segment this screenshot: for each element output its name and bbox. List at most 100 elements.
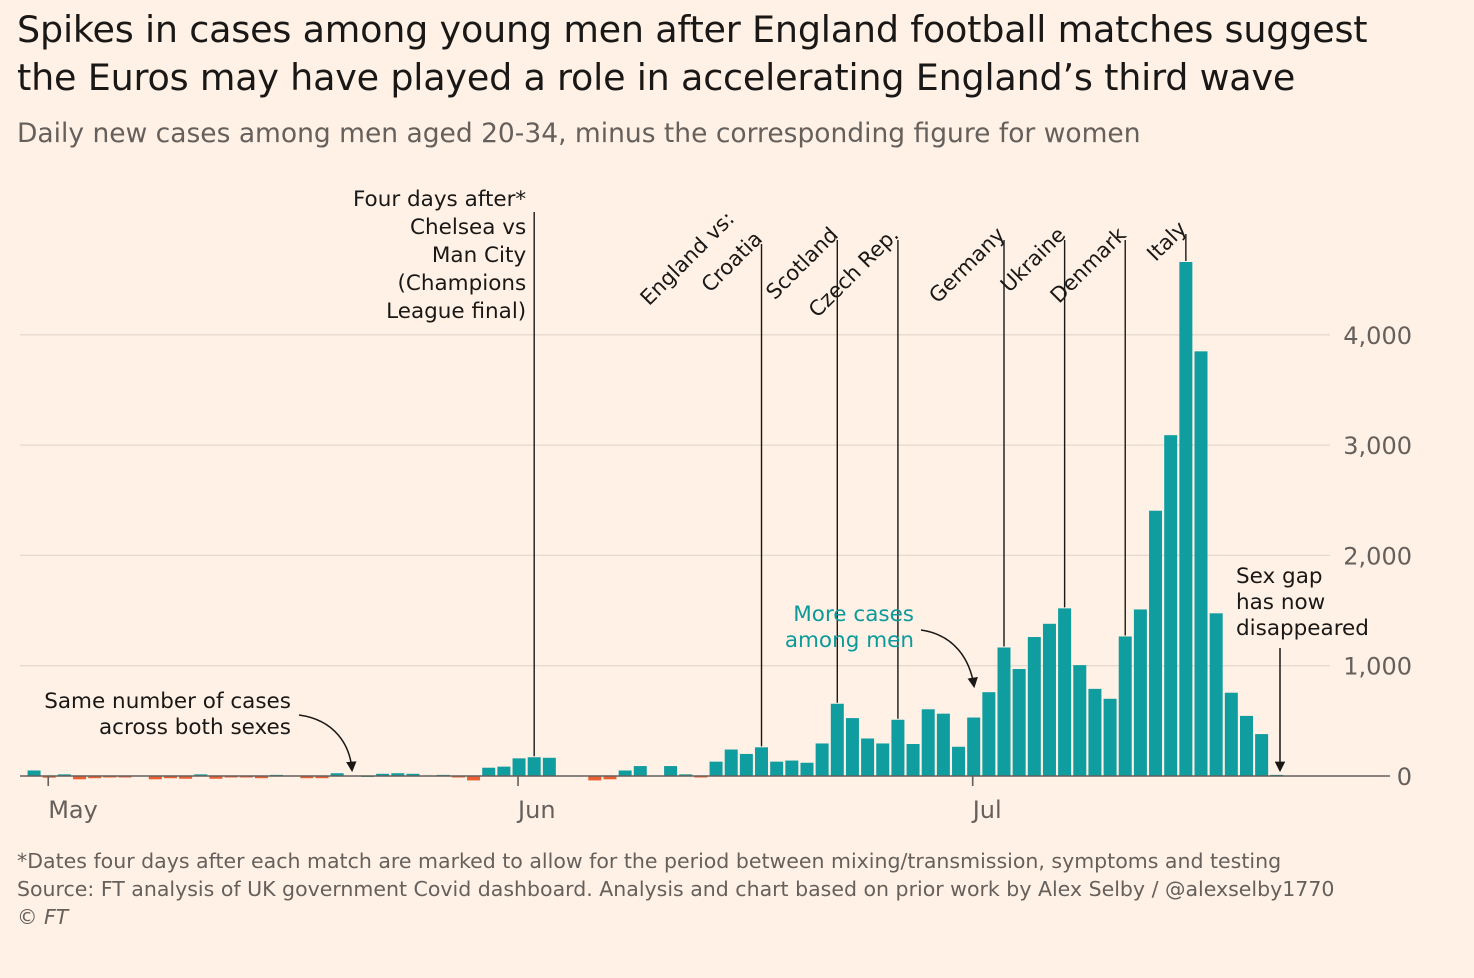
sex-gap-annotation-line: disappeared — [1236, 616, 1369, 641]
bar — [88, 776, 102, 779]
bar — [254, 776, 268, 779]
bar — [921, 709, 935, 776]
bar — [194, 774, 208, 776]
bar — [618, 770, 632, 776]
y-axis: 0 1,000 2,000 3,000 4,000 — [1343, 322, 1412, 791]
x-tick-label: Jul — [971, 796, 1002, 824]
bar — [845, 718, 859, 776]
bar — [27, 770, 41, 776]
copyright: © FT — [17, 905, 69, 929]
footnote: *Dates four days after each match are ma… — [17, 849, 1282, 873]
more-cases-arrow — [920, 629, 978, 689]
bar — [1058, 608, 1072, 776]
bar — [300, 776, 314, 779]
bar — [1209, 613, 1223, 776]
bar — [891, 719, 905, 776]
more-cases-annotation-line: More cases — [793, 602, 914, 627]
bar — [391, 773, 405, 776]
y-tick-label: 1,000 — [1343, 653, 1412, 681]
bar — [1118, 636, 1132, 776]
chelsea-annotation-line: Chelsea vs — [410, 215, 526, 240]
bar — [982, 692, 996, 776]
bar — [876, 743, 890, 776]
same-cases-annotation-line: across both sexes — [99, 715, 291, 740]
bar — [967, 717, 981, 776]
bar — [679, 774, 693, 776]
bar — [1164, 435, 1178, 776]
bar — [148, 776, 162, 780]
bar — [527, 757, 541, 776]
bar — [1194, 351, 1208, 776]
bar — [588, 776, 602, 781]
bar — [936, 713, 950, 776]
bar — [800, 762, 814, 776]
bar-series — [27, 262, 1284, 781]
match-label: Germany — [924, 223, 1009, 308]
bar — [830, 703, 844, 776]
bar — [739, 753, 753, 776]
bar — [179, 776, 193, 779]
x-tick-label: Jun — [516, 796, 556, 824]
y-tick-label: 2,000 — [1343, 542, 1412, 570]
chart-footer: *Dates four days after each match are ma… — [17, 847, 1334, 931]
bar — [482, 767, 496, 776]
bar — [1027, 637, 1041, 776]
bar — [73, 776, 87, 780]
bar — [861, 738, 875, 776]
bar — [57, 774, 71, 776]
bar — [1179, 262, 1193, 776]
x-axis: May Jun Jul — [20, 775, 1390, 824]
bar — [497, 766, 511, 776]
bar — [1073, 665, 1087, 776]
title-line-2: the Euros may have played a role in acce… — [17, 56, 1296, 99]
bar — [209, 776, 223, 779]
chelsea-annotation-line: League final) — [386, 299, 526, 324]
bar — [755, 747, 769, 776]
y-tick-label: 4,000 — [1343, 322, 1412, 350]
bar — [1149, 510, 1163, 776]
bar — [785, 760, 799, 776]
bar — [952, 746, 966, 776]
chelsea-annotation-line: Four days after* — [353, 187, 526, 212]
bar — [512, 758, 526, 776]
source-note: Source: FT analysis of UK government Cov… — [17, 877, 1335, 901]
bar — [1224, 692, 1238, 776]
bar — [42, 776, 56, 778]
bar — [376, 773, 390, 776]
bar — [163, 776, 177, 779]
gridlines — [20, 334, 1330, 667]
chelsea-annotation-line: Man City — [432, 243, 527, 268]
bar — [315, 776, 329, 779]
y-tick-label: 0 — [1397, 763, 1412, 791]
bar — [467, 776, 481, 781]
bar — [542, 757, 556, 776]
more-cases-annotation-line: among men — [785, 628, 914, 653]
bar — [1103, 698, 1117, 776]
bar — [709, 761, 723, 776]
sex-gap-annotation-line: has now — [1236, 590, 1325, 615]
bar — [1042, 623, 1056, 776]
bar — [633, 766, 647, 776]
chart-subtitle: Daily new cases among men aged 20-34, mi… — [17, 118, 1141, 149]
bar — [770, 761, 784, 776]
title-line-1: Spikes in cases among young men after En… — [17, 8, 1368, 51]
bar — [1088, 688, 1102, 776]
x-tick-label: May — [48, 796, 98, 824]
bar — [815, 743, 829, 776]
bar — [1255, 734, 1269, 776]
chelsea-annotation-line: (Champions — [397, 271, 526, 296]
same-cases-arrow — [298, 714, 357, 773]
bar — [664, 766, 678, 776]
bar — [1133, 609, 1147, 776]
bar — [906, 744, 920, 776]
bar — [330, 773, 344, 776]
y-tick-label: 3,000 — [1343, 432, 1412, 460]
bar — [997, 647, 1011, 776]
bar — [406, 773, 420, 776]
bar — [724, 749, 738, 776]
bar — [1239, 715, 1253, 776]
bar — [603, 776, 617, 780]
match-label: Italy — [1142, 217, 1191, 266]
